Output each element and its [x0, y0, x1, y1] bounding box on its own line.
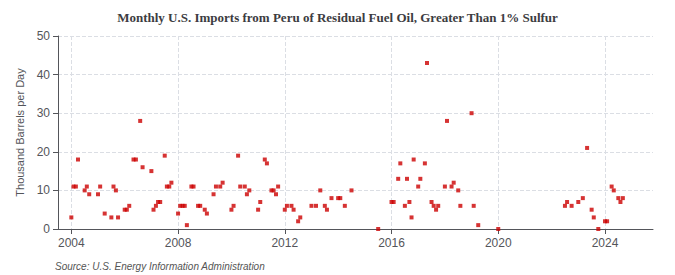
svg-text:2024: 2024 [592, 236, 619, 250]
svg-text:2020: 2020 [485, 236, 512, 250]
svg-text:30: 30 [37, 106, 51, 120]
svg-text:2008: 2008 [165, 236, 192, 250]
svg-text:Thousand Barrels per Day: Thousand Barrels per Day [14, 68, 26, 197]
svg-text:0: 0 [43, 222, 50, 236]
svg-text:10: 10 [37, 183, 51, 197]
svg-text:Monthly U.S. Imports from Peru: Monthly U.S. Imports from Peru of Residu… [117, 10, 558, 25]
svg-text:20: 20 [37, 145, 51, 159]
svg-text:2016: 2016 [378, 236, 405, 250]
svg-text:Source: U.S. Energy Informatio: Source: U.S. Energy Information Administ… [55, 261, 265, 272]
svg-text:50: 50 [37, 29, 51, 43]
svg-text:2012: 2012 [271, 236, 298, 250]
svg-text:40: 40 [37, 68, 51, 82]
svg-text:2004: 2004 [58, 236, 85, 250]
